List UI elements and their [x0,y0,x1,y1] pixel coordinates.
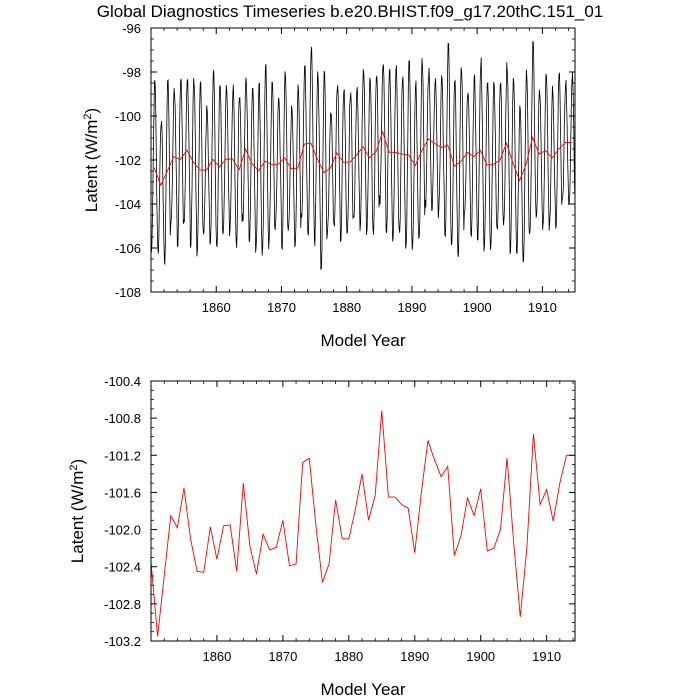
y-tick-label: -98 [122,65,141,80]
y-tick-label: -100.8 [104,411,141,426]
y-axis-title-close: ) [82,108,101,114]
y-tick-label: -103.2 [104,634,141,649]
y-tick-label: -100 [115,109,141,124]
y-axis-title-close: ) [68,459,87,465]
x-tick-label: 1890 [400,649,429,664]
y-axis-title-superscript: 2 [68,464,80,470]
y-axis-title-main: Latent (W/m [82,120,101,213]
x-tick-label: 1880 [334,649,363,664]
y-axis-title-main: Latent (W/m [68,471,87,564]
series-monthly-line [150,41,576,271]
y-tick-label: -96 [122,21,141,36]
x-tick-label: 1910 [528,300,557,315]
series-annual-line [150,410,574,637]
top-panel: 1860 1870 1880 1890 1900 1910 -108 -106 -104 -102… [82,21,576,350]
y-tick-label: -106 [115,241,141,256]
x-tick-label: 1870 [267,300,296,315]
x-axis-title: Model Year [320,680,405,699]
y-axis-title: Latent (W/m2) [82,108,101,212]
x-axis-title: Model Year [320,331,405,350]
y-tick-label: -102 [115,153,141,168]
page-title: Global Diagnostics Timeseries b.e20.BHIS… [96,2,604,21]
y-tick-label: -101.6 [104,485,141,500]
plot-frame [150,27,576,293]
x-tick-label: 1890 [397,300,426,315]
y-tick-label: -102.4 [104,560,141,575]
y-tick-label: -108 [115,285,141,300]
y-tick-label: -101.2 [104,448,141,463]
y-axis-title-superscript: 2 [82,113,94,119]
y-tick-label: -100.4 [104,374,141,389]
x-tick-label: 1860 [202,300,231,315]
x-tick-label: 1900 [466,649,495,664]
x-tick-label: 1870 [268,649,297,664]
x-tick-label: 1910 [532,649,561,664]
y-tick-label: -102.0 [104,523,141,538]
x-tick-label: 1900 [463,300,492,315]
y-tick-label: -102.8 [104,597,141,612]
bottom-panel: 1860 1870 1880 1890 1900 1910 -103.2 -102.8 -102… [68,374,576,699]
y-tick-label: -104 [115,197,141,212]
x-tick-label: 1860 [202,649,231,664]
y-axis-title: Latent (W/m2) [68,459,87,563]
x-tick-label: 1880 [332,300,361,315]
series-annual-line [153,130,572,187]
